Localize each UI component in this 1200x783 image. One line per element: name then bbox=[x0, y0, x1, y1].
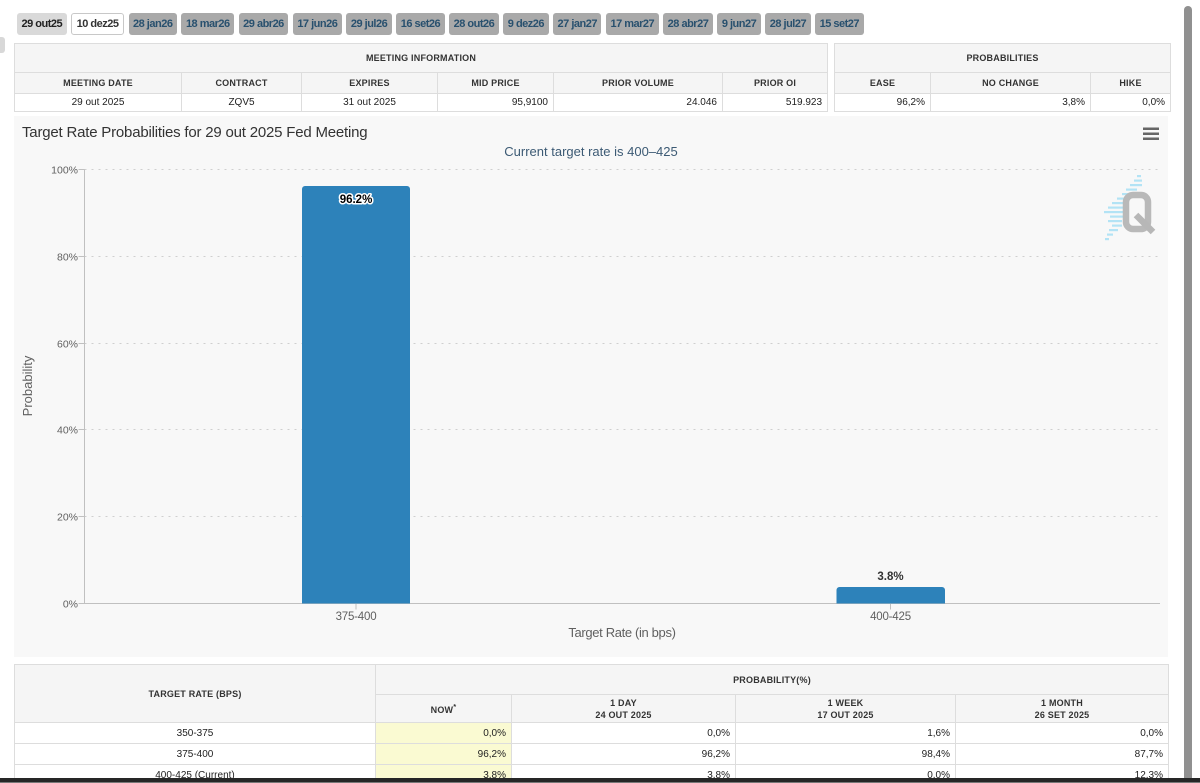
svg-text:375-400: 375-400 bbox=[336, 611, 377, 623]
svg-text:80%: 80% bbox=[57, 252, 78, 264]
svg-text:Target Rate (in bps): Target Rate (in bps) bbox=[568, 625, 675, 640]
svg-text:40%: 40% bbox=[57, 425, 78, 437]
svg-text:3.8%: 3.8% bbox=[877, 571, 903, 583]
svg-text:Target Rate Probabilities for: Target Rate Probabilities for 29 out 202… bbox=[22, 124, 367, 141]
svg-text:60%: 60% bbox=[57, 339, 78, 351]
svg-text:100%: 100% bbox=[51, 165, 78, 177]
svg-text:Current target rate is 400–425: Current target rate is 400–425 bbox=[504, 144, 677, 159]
svg-text:96.2%: 96.2% bbox=[340, 194, 373, 206]
svg-text:400-425: 400-425 bbox=[870, 611, 911, 623]
svg-text:Probability: Probability bbox=[20, 355, 35, 416]
svg-text:20%: 20% bbox=[57, 512, 78, 524]
svg-text:0%: 0% bbox=[63, 599, 78, 611]
